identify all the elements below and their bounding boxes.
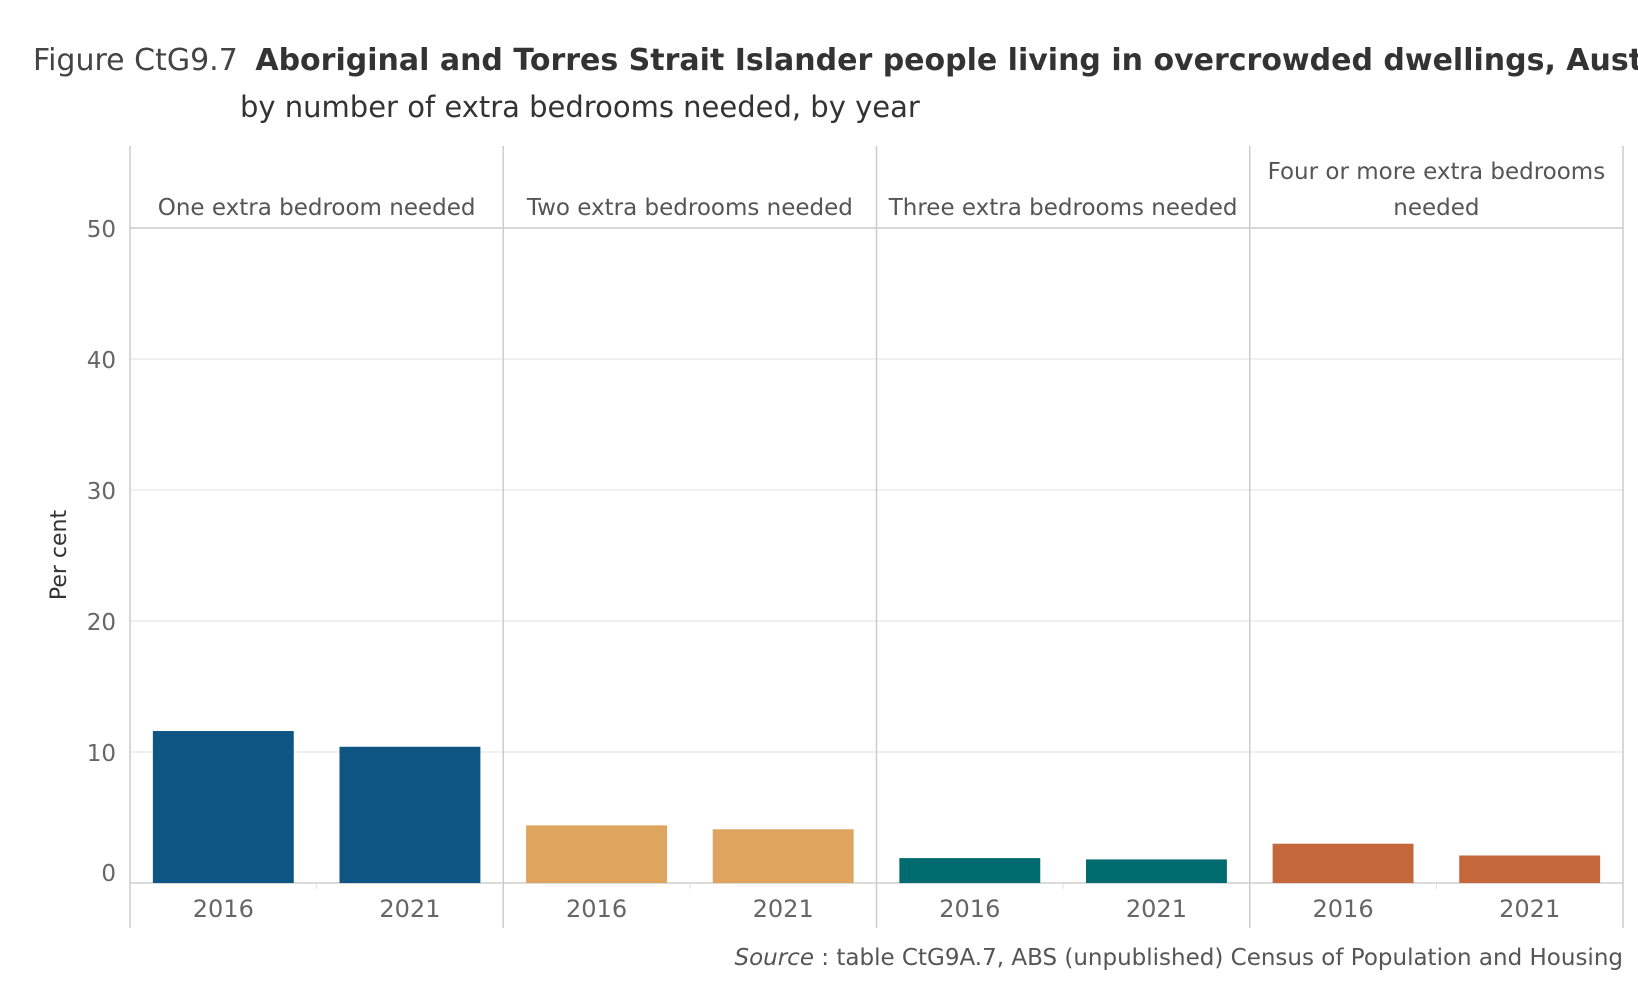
y-tick-label: 10 (87, 741, 116, 767)
figure-number: Figure CtG9.7 (33, 43, 238, 78)
y-tick-label: 50 (87, 217, 116, 243)
x-tick-label: 2021 (1126, 895, 1187, 923)
y-tick-label: 30 (87, 479, 116, 505)
x-tick-label: 2016 (1313, 895, 1374, 923)
plot-area: 0 10 20 30 40 50 One extra bedroom needed 2016 2… (87, 146, 1624, 928)
x-tick-label: 2021 (1499, 895, 1560, 923)
chart-title: Figure CtG9.7 Aboriginal and Torres Stra… (33, 43, 1638, 78)
y-tick-label: 20 (87, 610, 116, 636)
x-tick-label: 2016 (193, 895, 254, 923)
x-tick-label: 2016 (939, 895, 1000, 923)
chart-subtitle: by number of extra bedrooms needed, by y… (240, 90, 920, 124)
panel-header-label: One extra bedroom needed (158, 195, 476, 221)
panel-header-label: Four or more extra bedrooms (1268, 159, 1606, 185)
panel-header-label: Two extra bedrooms needed (526, 195, 853, 221)
x-tick-label: 2021 (753, 895, 814, 923)
y-axis-label: Per cent (47, 510, 72, 601)
panel-header-label: Three extra bedrooms needed (888, 195, 1238, 221)
bar (1459, 855, 1601, 883)
x-tick-label: 2021 (379, 895, 440, 923)
source-text: : table CtG9A.7, ABS (unpublished) Censu… (821, 945, 1623, 971)
panel-header-label: needed (1393, 195, 1479, 221)
bar (1085, 859, 1227, 883)
title-main: Aboriginal and Torres Strait Islander pe… (255, 43, 1638, 78)
bar (899, 858, 1041, 883)
bar (526, 825, 668, 883)
source-label: Source (734, 945, 814, 971)
y-tick-label: 40 (87, 348, 116, 374)
x-tick-label: 2016 (566, 895, 627, 923)
bar (712, 829, 854, 883)
source-note: Source : table CtG9A.7, ABS (unpublished… (734, 945, 1623, 971)
bar (339, 746, 481, 883)
bar (1272, 843, 1414, 883)
y-tick-label: 0 (101, 861, 116, 887)
bar (152, 731, 294, 883)
